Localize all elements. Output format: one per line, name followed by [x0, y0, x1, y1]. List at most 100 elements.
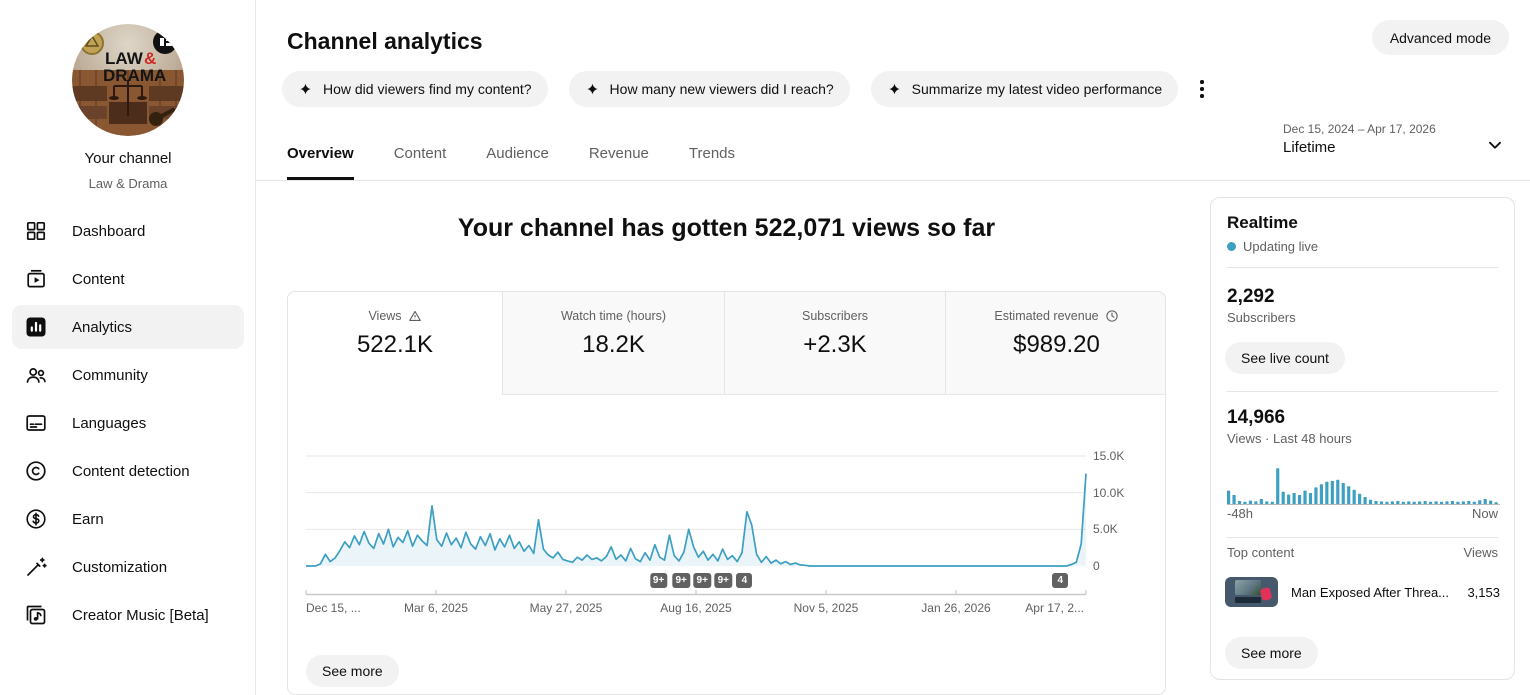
- x-axis-tick-label: May 27, 2025: [529, 601, 603, 615]
- sidebar-item-label: Analytics: [72, 318, 133, 336]
- chart-event-marker[interactable]: 9+: [714, 573, 732, 588]
- chip-label: How did viewers find my content?: [323, 81, 532, 97]
- realtime-views-value: 14,966: [1227, 407, 1286, 428]
- video-thumbnail[interactable]: [1225, 577, 1278, 607]
- content-detection-icon: [24, 459, 48, 483]
- top-content-row[interactable]: Man Exposed After Threa... 3,153: [1225, 576, 1500, 608]
- chart-event-marker[interactable]: 9+: [693, 573, 711, 588]
- svg-text:LAW: LAW: [105, 49, 144, 68]
- y-axis-tick-label: 10.0K: [1093, 485, 1125, 500]
- advanced-mode-button[interactable]: Advanced mode: [1371, 20, 1509, 55]
- sidebar-menu: Dashboard Content Analytics Community Langua…: [0, 209, 256, 641]
- creator-music-icon: [24, 603, 48, 627]
- date-range-picker[interactable]: Dec 15, 2024 – Apr 17, 2026 Lifetime: [1283, 122, 1436, 156]
- more-options-icon[interactable]: [1190, 77, 1214, 101]
- tab-revenue[interactable]: Revenue: [588, 145, 649, 162]
- sidebar: LAW & DRAMA Your channel Law & Drama Das…: [0, 0, 256, 695]
- see-more-button[interactable]: See more: [306, 655, 399, 687]
- clock-icon: [1105, 309, 1119, 323]
- sparkle-icon: [887, 82, 902, 97]
- warning-icon: [408, 309, 422, 323]
- suggestion-chips: How did viewers find my content? How many…: [282, 71, 1179, 107]
- x-axis-tick-label: Mar 6, 2025: [403, 601, 469, 615]
- realtime-subscribers-value: 2,292: [1227, 286, 1275, 307]
- sparkle-icon: [298, 82, 313, 97]
- x-axis-tick-label: Aug 16, 2025: [660, 601, 732, 615]
- sidebar-item-creator-music-beta[interactable]: Creator Music [Beta]: [12, 593, 244, 637]
- sidebar-item-label: Languages: [72, 414, 147, 432]
- tabs-divider: [256, 180, 1530, 181]
- top-content-label: Top content: [1227, 545, 1295, 560]
- realtime-bar-chart: [1227, 468, 1500, 505]
- sidebar-item-languages[interactable]: Languages: [12, 401, 244, 445]
- chart-event-marker[interactable]: 4: [736, 573, 753, 588]
- metric-tab-views[interactable]: Views 522.1K: [288, 292, 502, 395]
- divider: [1227, 391, 1498, 392]
- y-axis-tick-label: 5.0K: [1093, 522, 1118, 537]
- tab-content[interactable]: Content: [393, 145, 447, 162]
- metric-tabs: Views 522.1K Watch time (hours) 18.2K Subscr…: [288, 292, 1165, 395]
- tab-audience[interactable]: Audience: [486, 145, 549, 162]
- sidebar-item-label: Content detection: [72, 462, 190, 480]
- axis-left-label: -48h: [1227, 506, 1254, 521]
- page-title: Channel analytics: [287, 28, 483, 54]
- suggestion-chip-1[interactable]: How did viewers find my content?: [282, 71, 548, 107]
- x-axis-tick-label: Nov 5, 2025: [793, 601, 859, 615]
- realtime-status: Updating live: [1227, 239, 1498, 254]
- languages-icon: [24, 411, 48, 435]
- content-icon: [24, 267, 48, 291]
- sidebar-item-label: Community: [72, 366, 148, 384]
- realtime-axis-labels: -48h Now: [1227, 506, 1498, 521]
- realtime-title: Realtime: [1227, 213, 1298, 232]
- sidebar-item-customization[interactable]: Customization: [12, 545, 244, 589]
- metric-value: 18.2K: [582, 331, 645, 358]
- tab-overview[interactable]: Overview: [287, 140, 354, 180]
- earn-icon: [24, 507, 48, 531]
- sidebar-item-content[interactable]: Content: [12, 257, 244, 301]
- chart-event-marker[interactable]: 9+: [672, 573, 690, 588]
- chart-event-marker[interactable]: 4: [1052, 573, 1069, 588]
- y-axis-tick-label: 15.0K: [1093, 449, 1125, 463]
- top-content-header: Top content Views: [1227, 545, 1498, 560]
- metric-tab-estimated-revenue[interactable]: Estimated revenue $989.20: [945, 292, 1165, 395]
- dashboard-icon: [24, 219, 48, 243]
- chart-event-marker[interactable]: 9+: [649, 573, 668, 588]
- sparkle-icon: [585, 82, 600, 97]
- divider: [1227, 537, 1498, 538]
- x-axis-tick-label: Jan 26, 2026: [921, 601, 991, 615]
- sidebar-item-label: Earn: [72, 510, 104, 528]
- sidebar-item-analytics[interactable]: Analytics: [12, 305, 244, 349]
- sidebar-item-dashboard[interactable]: Dashboard: [12, 209, 244, 253]
- chip-label: How many new viewers did I reach?: [609, 81, 834, 97]
- sidebar-item-community[interactable]: Community: [12, 353, 244, 397]
- realtime-card: Realtime Updating live 2,292 Subscribers…: [1210, 197, 1515, 680]
- axis-right-label: Now: [1471, 506, 1498, 521]
- metric-tab-subscribers[interactable]: Subscribers +2.3K: [724, 292, 945, 395]
- sidebar-item-label: Content: [72, 270, 125, 288]
- realtime-subscribers-label: Subscribers: [1227, 310, 1296, 325]
- suggestion-chip-3[interactable]: Summarize my latest video performance: [870, 71, 1179, 107]
- realtime-see-more-button[interactable]: See more: [1225, 637, 1318, 669]
- sidebar-item-earn[interactable]: Earn: [12, 497, 244, 541]
- views-column-label: Views: [1463, 545, 1498, 560]
- channel-name: Your channel: [84, 150, 172, 167]
- community-icon: [24, 363, 48, 387]
- chip-label: Summarize my latest video performance: [911, 81, 1163, 97]
- analytics-overview-card: Views 522.1K Watch time (hours) 18.2K Subscr…: [287, 291, 1166, 695]
- sidebar-item-label: Customization: [72, 558, 168, 576]
- date-range-text: Dec 15, 2024 – Apr 17, 2026: [1283, 122, 1436, 136]
- suggestion-chip-2[interactable]: How many new viewers did I reach?: [568, 71, 850, 107]
- metric-label: Watch time (hours): [560, 309, 667, 323]
- overview-headline: Your channel has gotten 522,071 views so…: [457, 214, 996, 242]
- sidebar-item-content-detection[interactable]: Content detection: [12, 449, 244, 493]
- metric-label: Estimated revenue: [946, 309, 1165, 323]
- tab-trends[interactable]: Trends: [688, 145, 736, 162]
- channel-avatar[interactable]: LAW & DRAMA: [72, 24, 184, 136]
- customization-icon: [24, 555, 48, 579]
- chevron-down-icon[interactable]: [1484, 134, 1506, 156]
- metric-tab-watch-time-hours[interactable]: Watch time (hours) 18.2K: [502, 292, 724, 395]
- realtime-status-text: Updating live: [1243, 239, 1319, 254]
- analytics-tabs: Overview Content Audience Revenue Trends: [287, 140, 735, 180]
- see-live-count-button[interactable]: See live count: [1225, 342, 1345, 374]
- svg-text:&: &: [144, 49, 156, 68]
